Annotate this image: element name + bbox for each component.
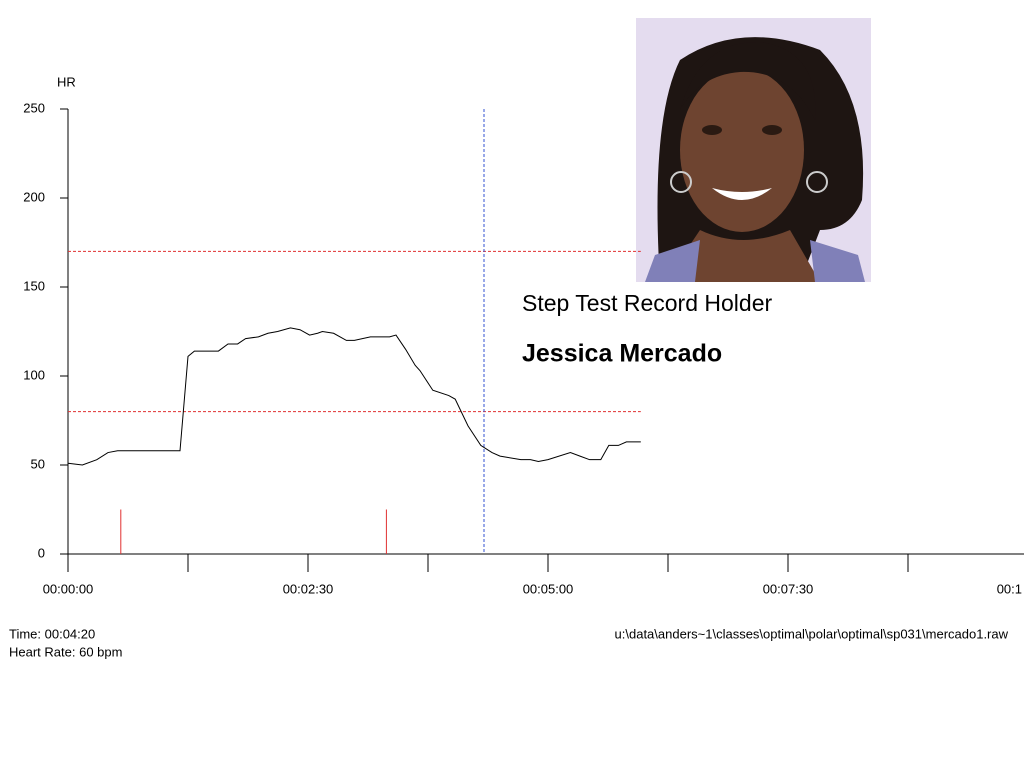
photo xyxy=(636,18,871,283)
y-tick-label: 100 xyxy=(23,367,45,382)
y-tick-label: 250 xyxy=(23,100,45,115)
person-name: Jessica Mercado xyxy=(522,340,722,368)
y-tick-label: 200 xyxy=(23,189,45,204)
y-axis-label: HR xyxy=(57,74,76,89)
status-heart-rate: Heart Rate: 60 bpm xyxy=(9,644,122,659)
heart-rate-line xyxy=(67,327,641,466)
x-tick-label: 00:00:00 xyxy=(43,581,94,596)
y-tick-label: 50 xyxy=(31,456,45,471)
x-tick-label: 00:02:30 xyxy=(283,581,334,596)
file-path: u:\data\anders~1\classes\optimal\polar\o… xyxy=(615,626,1009,641)
x-tick-label: 00:1 xyxy=(997,581,1022,596)
x-tick-label: 00:07:30 xyxy=(763,581,814,596)
status-time: Time: 00:04:20 xyxy=(9,626,95,641)
caption: Step Test Record Holder xyxy=(522,290,772,316)
x-tick-label: 00:05:00 xyxy=(523,581,574,596)
y-tick-label: 150 xyxy=(23,278,45,293)
y-tick-label: 0 xyxy=(38,545,45,560)
